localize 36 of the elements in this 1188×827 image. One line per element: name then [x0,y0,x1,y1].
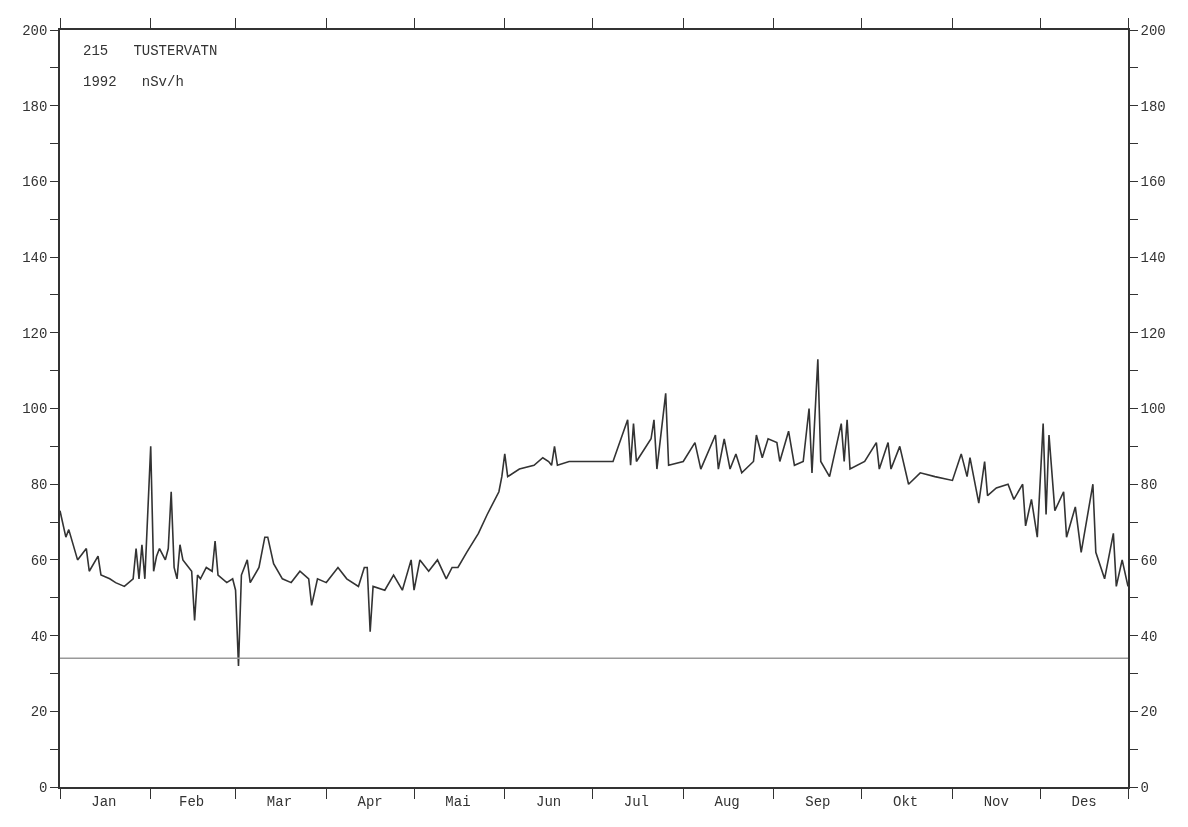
y-tick-label: 20 [30,704,48,721]
x-tick-label: Sep [805,793,831,810]
y-tick-label: 0 [39,779,48,796]
y2-tick-label: 180 [1140,98,1166,115]
x-tick-label: Mai [445,793,471,810]
x-tick-label: Apr [357,793,383,810]
y-tick-label: 40 [30,628,48,645]
y2-tick-label: 200 [1140,22,1166,39]
x-tick-label: Aug [714,793,740,810]
y2-tick-label: 20 [1140,704,1158,721]
x-tick-label: Jul [623,793,650,810]
y2-tick-label: 80 [1140,477,1158,494]
x-tick-label: Jun [536,793,562,810]
y2-tick-label: 0 [1140,779,1149,796]
y-tick-label: 120 [22,325,48,342]
y2-tick-label: 160 [1140,174,1166,191]
y-tick-label: 160 [22,174,48,191]
x-tick-label: Des [1071,793,1097,810]
y-tick-label: 140 [22,250,48,266]
y-tick-label: 60 [30,552,48,569]
x-tick-label: Nov [983,793,1009,810]
annotation: 215 TUSTERVATN [83,43,218,59]
y2-tick-label: 140 [1140,250,1166,266]
annotation: 1992 nSv/h [83,74,184,90]
y-tick-label: 200 [22,22,48,39]
x-tick-label: Mar [266,793,293,810]
x-tick-label: Feb [179,793,205,810]
y2-tick-label: 40 [1140,628,1158,645]
y-tick-label: 180 [22,98,48,115]
y-tick-label: 80 [30,477,48,494]
y-tick-label: 100 [22,401,48,418]
x-tick-label: Jan [91,793,117,810]
y2-tick-label: 100 [1140,401,1166,418]
y2-tick-label: 120 [1140,325,1166,342]
x-tick-label: Okt [893,793,919,810]
y2-tick-label: 60 [1140,552,1158,569]
